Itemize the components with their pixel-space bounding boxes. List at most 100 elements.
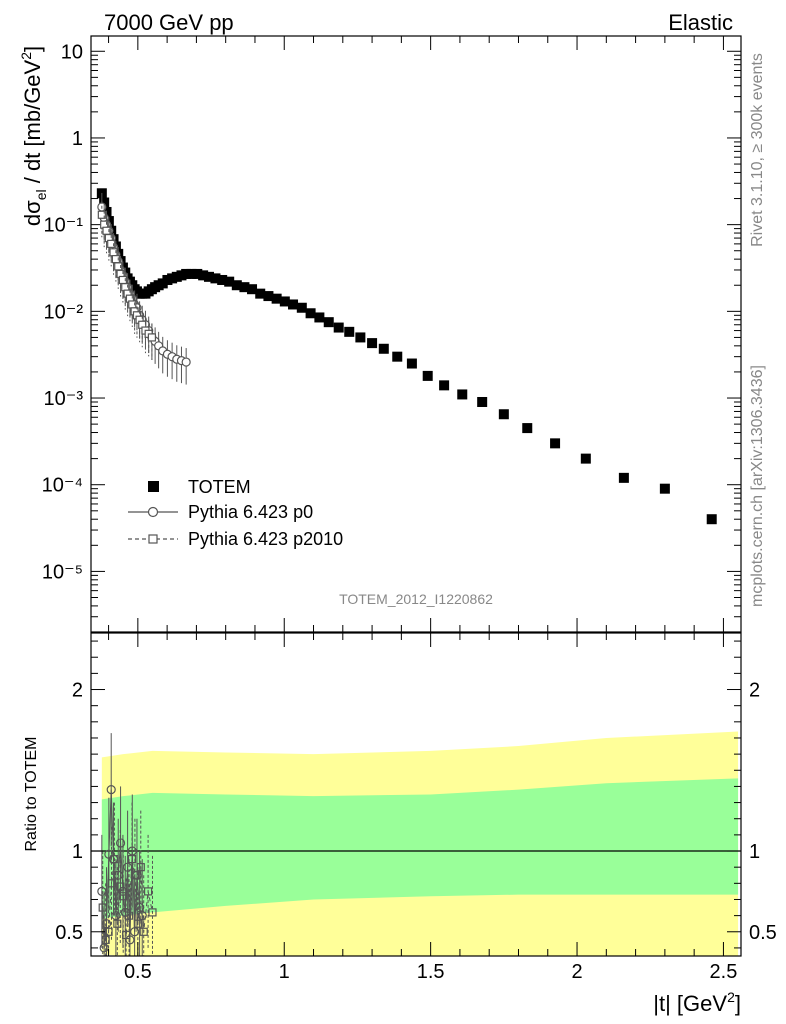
ratio-ylabel: Ratio to TOTEM (23, 737, 40, 852)
ratio-p2010-point (136, 863, 145, 872)
ratio-p2010-point (139, 927, 148, 936)
totem-point (296, 302, 307, 313)
totem-point (247, 284, 258, 295)
main-ytick-label: 10⁻⁵ (42, 561, 83, 583)
main-ytick-label: 1 (72, 128, 83, 150)
x-tick-label: 2 (571, 961, 582, 983)
totem-point (550, 438, 561, 449)
p2010-point (147, 333, 157, 342)
main-axis-ticks (91, 36, 741, 633)
x-tick-label: 2.5 (710, 961, 738, 983)
legend-marker-totem (148, 481, 159, 492)
totem-point (288, 299, 299, 310)
totem-point (323, 317, 334, 328)
main-ylabel: dσel / dt [mb/GeV2] (18, 46, 49, 226)
totem-point (367, 338, 378, 349)
ratio-p0-point (106, 785, 116, 795)
ratio-p2010-point (116, 882, 125, 891)
totem-point (378, 343, 389, 354)
p2010-point (97, 210, 106, 219)
totem-point (659, 483, 670, 494)
ratio-bands (91, 731, 741, 956)
totem-point (522, 423, 533, 434)
totem-point (217, 274, 228, 285)
analysis-label: TOTEM_2012_I1220862 (339, 591, 493, 607)
ratio-y-tick-labels: 0.5 0.5 1 1 2 2 (55, 680, 777, 944)
legend-marker-p0 (147, 506, 159, 518)
ylabel-end: ] (20, 46, 45, 52)
ratio-plot-area (97, 733, 157, 956)
main-ytick-label: 10⁻³ (44, 388, 84, 410)
xlabel-end: ] (735, 991, 741, 1016)
ratio-mc-line (102, 859, 153, 941)
ratio-p2010-point (98, 903, 107, 912)
ratio-p2010-point (104, 927, 113, 936)
ratio-ytick-label-left: 2 (72, 680, 83, 702)
ratio-p2010-point (113, 919, 122, 928)
ratio-band-inner (101, 778, 739, 919)
xlabel-sup: 2 (727, 989, 735, 1005)
totem-point (263, 291, 274, 302)
ratio-p0-point (97, 886, 107, 897)
ylabel-d: dσ (20, 200, 45, 226)
totem-point (344, 326, 355, 337)
ylabel-sub: el (33, 189, 49, 200)
totem-point (477, 396, 488, 407)
main-ytick-label: 10⁻⁴ (42, 475, 83, 497)
totem-point (618, 472, 629, 483)
totem-point (239, 282, 250, 293)
totem-point (498, 409, 509, 420)
legend: TOTEM Pythia 6.423 p0 Pythia 6.423 p2010 (128, 477, 343, 549)
ratio-p2010-point (122, 930, 131, 940)
totem-point (580, 453, 591, 464)
ratio-p2010-point (133, 919, 142, 928)
ratio-p2010-point (101, 935, 110, 944)
header-left: 7000 GeV pp (104, 10, 234, 35)
xlabel-main: |t| [GeV (653, 991, 727, 1016)
totem-point (457, 389, 468, 400)
ratio-p2010-point (124, 911, 134, 920)
legend-label-totem: TOTEM (188, 477, 251, 497)
totem-point (271, 293, 282, 304)
totem-point (181, 268, 192, 279)
ratio-frame (90, 632, 742, 957)
main-ytick-label: 10 (61, 41, 83, 63)
totem-point (355, 332, 366, 343)
ratio-p2010-point (119, 892, 128, 901)
ylabel-sup: 2 (18, 52, 34, 60)
ratio-ytick-label-right: 1 (749, 841, 760, 863)
totem-point (198, 270, 209, 281)
main-ytick-label: 10⁻² (44, 301, 84, 323)
main-plot-area (96, 188, 717, 525)
legend-label-p0: Pythia 6.423 p0 (188, 502, 313, 522)
main-frame (90, 35, 742, 633)
p0-point (181, 357, 191, 367)
ratio-ytick-label-right: 0.5 (749, 922, 777, 944)
totem-point (224, 276, 235, 287)
ratio-p2010-point (110, 854, 119, 864)
x-tick-label: 1.5 (417, 961, 445, 983)
totem-point (706, 514, 717, 525)
ratio-ytick-label-right: 2 (749, 680, 760, 702)
totem-point (231, 280, 242, 291)
totem-point (99, 197, 110, 208)
x-tick-labels: 0.5 1 1.5 2 2.5 (124, 961, 737, 983)
totem-point (210, 273, 221, 284)
ratio-p2010-point (148, 908, 157, 917)
rivet-label: Rivet 3.1.10, ≥ 300k events (749, 53, 766, 247)
totem-point (279, 296, 290, 307)
x-tick-label: 0.5 (124, 961, 152, 983)
mcplots-label: mcplots.cern.ch [arXiv:1306.3436] (749, 365, 766, 607)
ylabel-mid: / dt [mb/GeV (20, 59, 45, 189)
totem-point (192, 268, 203, 279)
ratio-p2010-point (127, 854, 137, 864)
totem-point (255, 288, 266, 299)
xlabel: |t| [GeV2] (653, 989, 741, 1016)
ratio-p2010-point (130, 871, 140, 880)
ratio-ytick-label-left: 0.5 (55, 922, 83, 944)
totem-point (305, 308, 316, 319)
legend-marker-p2010 (148, 534, 158, 544)
p2010-point (107, 239, 116, 248)
totem-point (186, 268, 197, 279)
